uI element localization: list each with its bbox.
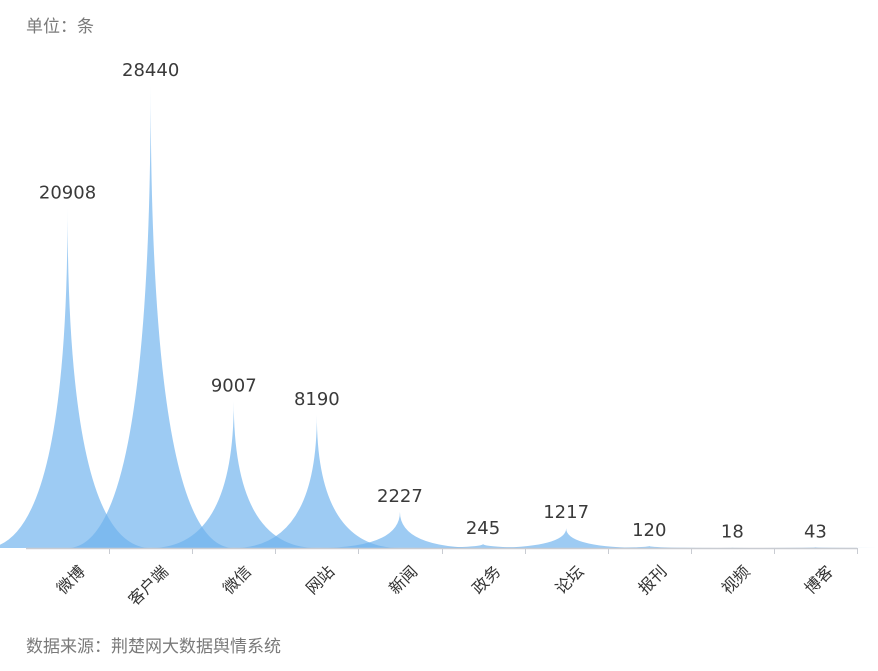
peaks-group xyxy=(0,86,878,548)
value-label: 43 xyxy=(804,521,827,542)
category-label: 微博 xyxy=(53,562,89,598)
category-label: 博客 xyxy=(801,562,837,598)
unit-label: 单位：条 xyxy=(26,17,94,37)
peak-微博[interactable] xyxy=(0,208,151,548)
category-label: 论坛 xyxy=(551,562,587,598)
data-source-note: 数据来源：荆楚网大数据舆情系统 xyxy=(26,637,281,657)
peak-政务[interactable] xyxy=(399,544,567,548)
value-label: 1217 xyxy=(543,502,589,523)
value-label: 245 xyxy=(466,518,500,539)
peak-网站[interactable] xyxy=(233,414,400,548)
value-label: 20908 xyxy=(39,182,96,203)
value-label: 8190 xyxy=(294,389,340,410)
pictorial-peak-chart: 20908 28440 9007 8190 2227 245 1217 120 18 43 微博 客户… xyxy=(0,60,878,609)
peak-报刊[interactable] xyxy=(566,546,733,548)
value-label: 2227 xyxy=(377,486,423,507)
value-label: 120 xyxy=(632,520,666,541)
category-label: 新闻 xyxy=(385,562,421,598)
category-label: 客户端 xyxy=(125,562,172,609)
category-label: 政务 xyxy=(468,562,504,598)
peak-论坛[interactable] xyxy=(483,528,650,548)
peak-新闻[interactable] xyxy=(316,511,484,548)
value-label: 28440 xyxy=(122,60,179,81)
category-label: 网站 xyxy=(302,562,338,598)
value-label: 9007 xyxy=(211,376,257,397)
peak-客户端[interactable] xyxy=(67,86,234,548)
category-label: 视频 xyxy=(718,562,754,598)
category-label: 报刊 xyxy=(634,562,670,598)
value-label: 18 xyxy=(721,522,744,543)
category-label: 微信 xyxy=(219,562,255,598)
peak-微信[interactable] xyxy=(150,401,317,548)
